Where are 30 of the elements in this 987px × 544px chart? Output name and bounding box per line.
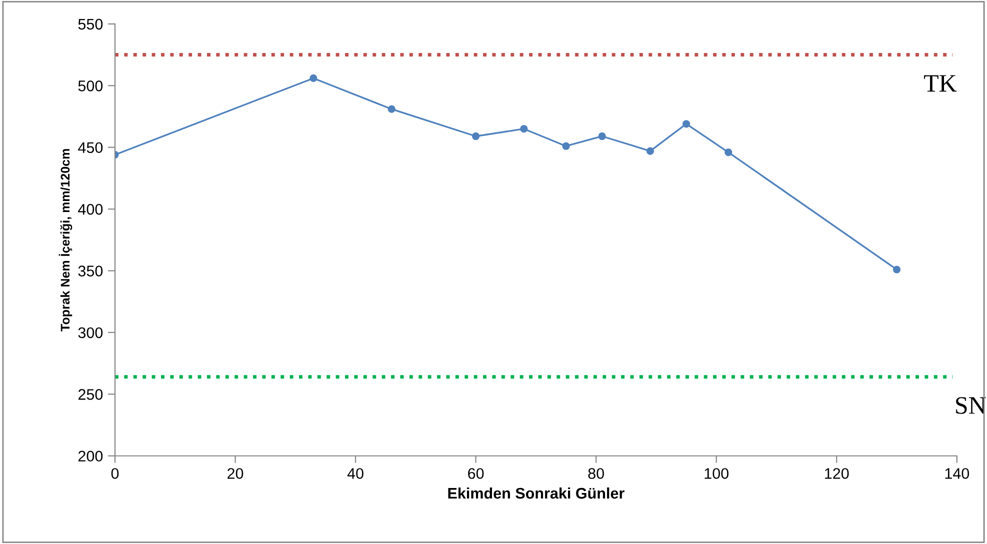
point [562,142,570,150]
x-tick-label: 80 [588,468,604,479]
point [724,148,732,156]
x-axis-title: Ekimden Sonraki Günler [448,487,624,499]
point [598,132,606,140]
x-tick-label: 0 [111,468,119,479]
point [388,105,396,113]
y-tick-label: 450 [78,142,103,154]
x-tick-label: 100 [704,468,728,479]
y-tick-label: 250 [78,389,103,400]
ref-line-label: TK [924,75,957,92]
x-tick-label: 140 [945,468,970,479]
y-tick-label: 300 [78,327,103,338]
point [472,132,480,140]
point [682,120,690,128]
point [310,74,318,82]
x-tick-label: 60 [468,468,484,479]
x-tick-label: 40 [347,468,364,479]
y-tick-label: 400 [78,204,103,215]
point [520,125,528,133]
point [646,147,654,155]
y-tick-label: 500 [78,80,103,92]
x-tick-label: 120 [825,468,849,479]
point [892,266,901,274]
y-tick-label: 550 [78,18,103,30]
y-tick-label: 200 [78,450,103,462]
ref-line-label: SN [956,397,986,414]
y-tick-label: 350 [78,266,103,276]
y-axis-title: Toprak Nem İçeriği, mm/120cm [58,149,72,332]
x-tick-label: 20 [228,468,244,479]
